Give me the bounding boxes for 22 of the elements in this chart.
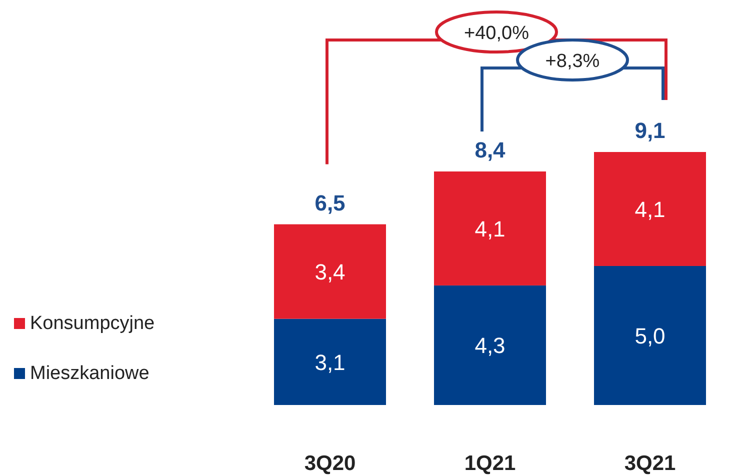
total-label: 8,4 [474,137,506,162]
total-label: 9,1 [634,118,666,143]
total-label: 6,5 [314,190,346,216]
legend-label: Mieszkaniowe [30,363,150,384]
x-tick-label: 1Q21 [464,452,516,475]
data-label: 5,0 [634,323,666,348]
bar [594,152,706,266]
data-label: 3,4 [314,260,346,285]
text: +8,3% [545,51,600,72]
bar [274,224,386,319]
x-tick-label: 3Q21 [624,452,676,475]
bar [274,318,386,405]
data-label: 3,1 [314,350,346,375]
bar [434,285,546,405]
legend-label: Konsumpcyjne [30,313,155,334]
data-label: 4,1 [634,196,666,222]
x-tick-label: 3Q20 [304,452,356,475]
bar [434,171,546,286]
text: +40,0% [464,23,530,44]
data-label: 4,1 [474,216,506,242]
data-label: 4,3 [474,333,506,358]
bar [594,266,706,405]
